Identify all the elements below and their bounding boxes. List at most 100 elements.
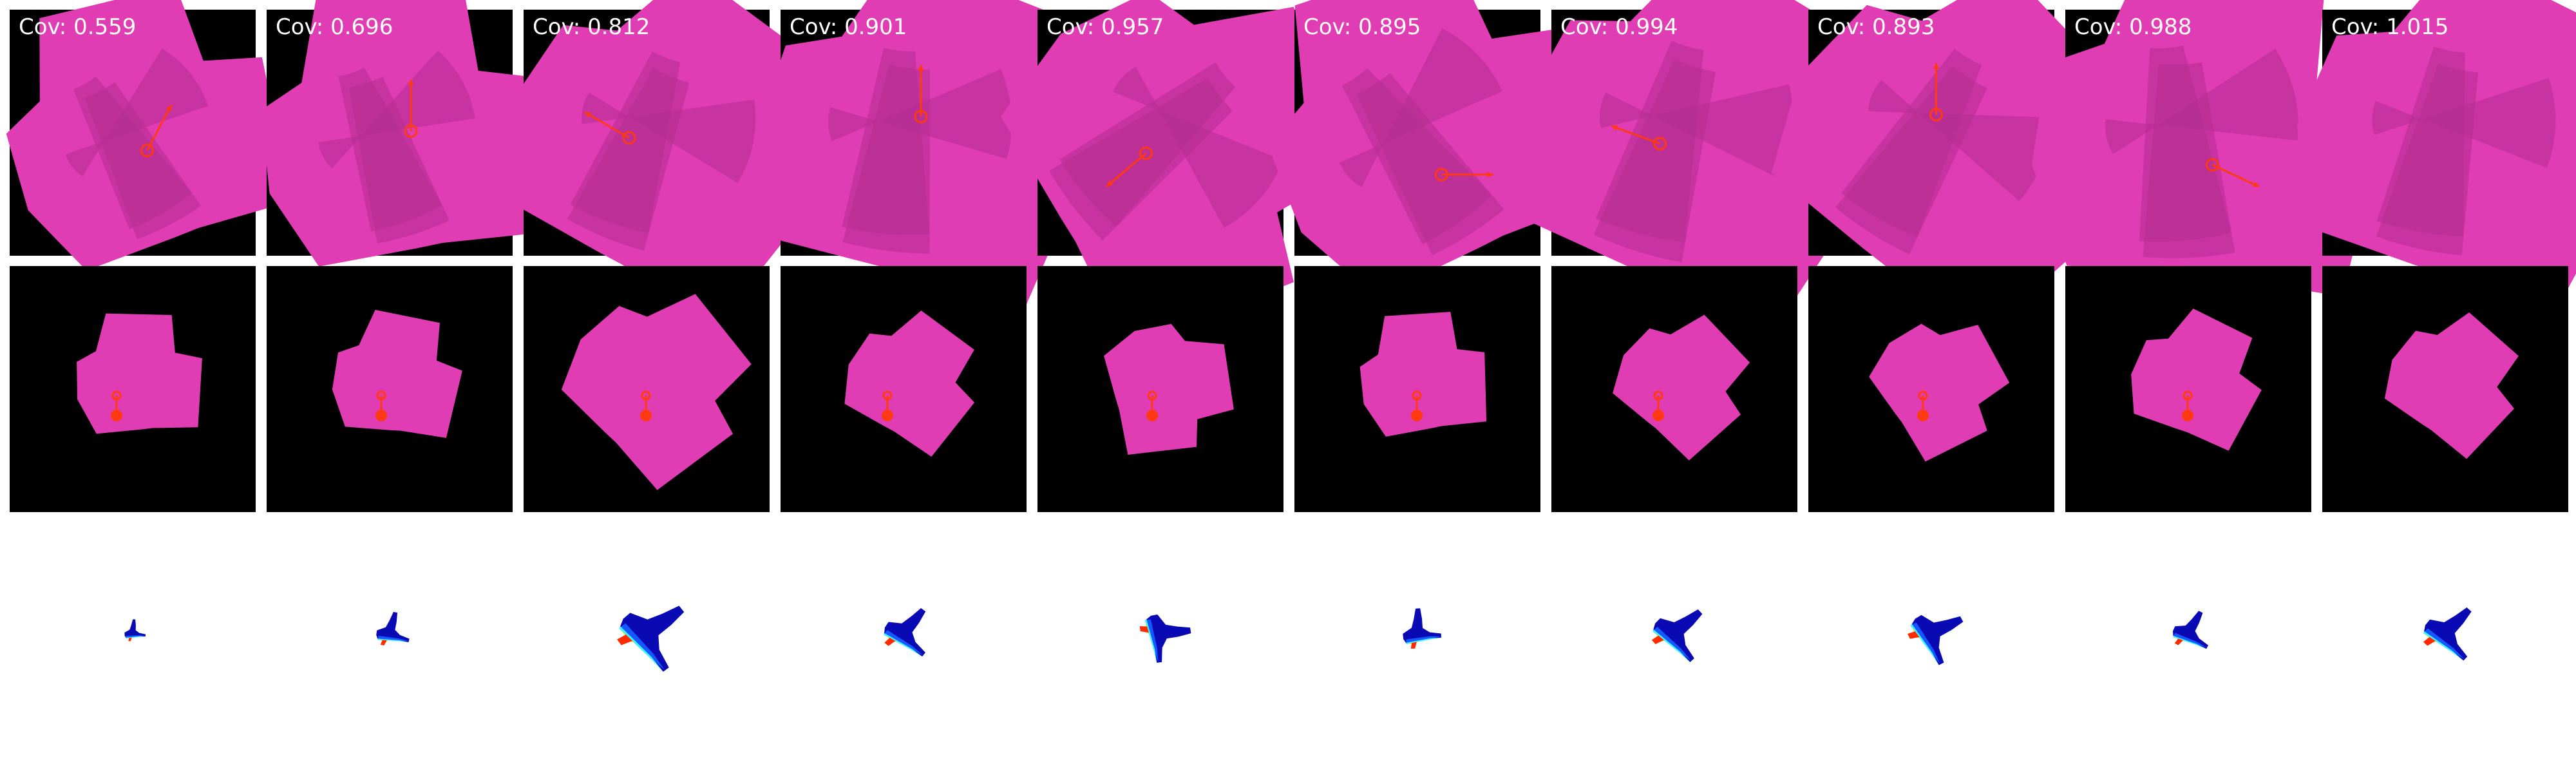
drag-direction-line [146, 104, 173, 151]
pick-place-arrow [140, 104, 173, 157]
drag-direction-line [1611, 125, 1661, 145]
gripper-icon [1411, 410, 1423, 421]
gripper-marker [882, 390, 893, 421]
arrow-head [1933, 63, 1940, 69]
cloth-shirt [6, 0, 292, 271]
gripper-icon [111, 410, 122, 421]
gripper-marker [1653, 390, 1664, 421]
coverage-label: Cov: 0.994 [1560, 14, 1678, 40]
robot-view-panel-5 [1037, 266, 1283, 512]
overhead-panel-3: Cov: 0.812 [502, 0, 821, 328]
arrow-head [1106, 180, 1113, 187]
depth-cloth-shape [376, 611, 410, 646]
gripper-icon [2182, 410, 2193, 421]
pick-place-arrow [1106, 146, 1153, 187]
robot-view-panel-1 [10, 266, 256, 512]
gripper-marker [2182, 390, 2193, 421]
robot-view-panel-9 [2065, 266, 2311, 512]
overhead-panel-8: Cov: 0.893 [1771, 0, 2127, 347]
pick-place-arrow [1929, 63, 1943, 122]
gripper-marker [1917, 390, 1929, 421]
pick-point-marker [1139, 146, 1153, 160]
gripper-icon [882, 410, 893, 421]
robot-view-panel-6 [1294, 266, 1540, 512]
pick-place-arrow [404, 79, 418, 138]
arrow-head [918, 65, 924, 71]
cloth-shirt [77, 313, 202, 434]
coverage-label: Cov: 0.988 [2074, 14, 2192, 40]
coverage-label: Cov: 0.893 [1817, 14, 1935, 40]
depth-heatmap-panel-4 [884, 607, 926, 657]
robot-view-panel-8 [1808, 266, 2054, 512]
cloth-shirt [502, 0, 821, 328]
grasp-point-marker [1918, 390, 1928, 401]
cloth-shirt [332, 309, 462, 438]
cloth-shirt [261, 0, 544, 267]
gripper-marker [375, 390, 387, 421]
pick-point-marker [2206, 158, 2219, 172]
drag-direction-line [2211, 164, 2260, 188]
drag-direction-line [583, 111, 630, 139]
robot-view-panel-10 [2322, 266, 2568, 512]
cloth-shirt [2131, 309, 2262, 451]
overhead-panel-5: Cov: 0.957 [1001, 0, 1362, 348]
grasp-point-marker [1147, 390, 1157, 401]
gripper-marker [640, 390, 652, 421]
depth-cloth-shape [884, 607, 926, 657]
cloth-shirt [844, 310, 975, 457]
depth-heatmap-panel-10 [2423, 607, 2472, 661]
robot-view-panel-3 [524, 266, 770, 512]
gripper-icon [640, 410, 652, 421]
depth-cloth-shape [1403, 608, 1441, 649]
gripper-icon [375, 410, 387, 421]
arrow-head [1487, 171, 1493, 178]
depth-heatmap-panel-8 [1908, 615, 1964, 665]
arrow-head [408, 79, 414, 86]
grasp-point-marker [111, 390, 122, 401]
overhead-panel-2: Cov: 0.696 [261, 0, 544, 267]
depth-heatmap-panel-9 [2173, 611, 2209, 649]
depth-cloth-shape [1908, 615, 1964, 665]
cloth-shirt [1001, 0, 1362, 348]
cloth-shirt [2384, 312, 2519, 459]
pick-place-arrow [914, 65, 928, 124]
grasp-point-marker [1412, 390, 1422, 401]
depth-cloth-shape [2173, 611, 2209, 649]
cloth-shirt [1359, 312, 1487, 437]
pick-place-arrow [1435, 167, 1493, 182]
coverage-label: Cov: 0.696 [276, 14, 393, 40]
depth-cloth-shape [1651, 609, 1703, 662]
grasp-point-marker [882, 390, 893, 401]
pick-point-marker [140, 144, 154, 157]
gripper-icon [1653, 410, 1664, 421]
overhead-panel-7: Cov: 0.994 [1519, 0, 1872, 341]
gripper-marker [1411, 390, 1423, 421]
coverage-label: Cov: 0.957 [1046, 14, 1164, 40]
cloth-shirt [1869, 323, 2010, 462]
arrow-head [166, 104, 172, 111]
robot-view-panel-4 [781, 266, 1027, 512]
cloth-shirt [2297, 0, 2576, 322]
gripper-marker [1146, 390, 1158, 421]
cloth-shirt [1104, 323, 1234, 455]
pick-point-marker [622, 131, 636, 145]
gripper-marker [111, 390, 122, 421]
cloth-shirt [2031, 0, 2387, 297]
pick-place-arrow [2206, 158, 2260, 188]
depth-cloth-shape [617, 606, 685, 672]
robot-view-panel-2 [267, 266, 513, 512]
grasp-point-marker [2183, 390, 2193, 401]
overhead-panel-4: Cov: 0.901 [753, 0, 1095, 312]
gripper-icon [1146, 410, 1158, 421]
overhead-panel-10: Cov: 1.015 [2297, 0, 2576, 322]
pick-place-arrow [1611, 125, 1667, 151]
depth-heatmap-panel-3 [617, 606, 685, 672]
arrow-head [2253, 181, 2260, 187]
depth-heatmap-panel-6 [1403, 608, 1441, 649]
depth-heatmap-panel-2 [376, 611, 410, 646]
overhead-panel-6: Cov: 0.895 [1267, 0, 1610, 298]
arrow-head [584, 112, 591, 118]
cloth-shirt [1613, 314, 1750, 461]
depth-heatmap-panel-1 [124, 619, 146, 642]
